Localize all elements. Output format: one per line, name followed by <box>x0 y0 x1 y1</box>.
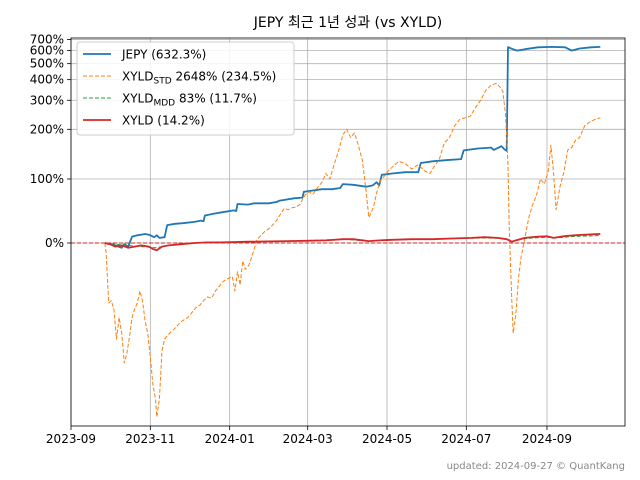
y-tick-label: 100% <box>30 172 64 186</box>
legend-label-3: XYLD (14.2%) <box>122 114 205 128</box>
update-footer: updated: 2024-09-27 © QuantKang <box>446 461 625 472</box>
y-tick-label: 200% <box>30 122 64 136</box>
x-tick-label: 2024-07 <box>441 432 491 446</box>
x-tick-label: 2024-09 <box>522 432 572 446</box>
legend-label-1: XYLDSTD 2648% (234.5%) <box>122 70 276 87</box>
legend-label-2: XYLDMDD 83% (11.7%) <box>122 92 257 109</box>
x-tick-label: 2024-03 <box>283 432 333 446</box>
y-tick-label: 400% <box>30 73 64 87</box>
series-line-0 <box>104 46 601 249</box>
y-tick-label: 300% <box>30 93 64 107</box>
x-tick-label: 2024-01 <box>205 432 255 446</box>
x-tick-label: 2024-05 <box>362 432 412 446</box>
chart-title: JEPY 최근 1년 성과 (vs XYLD) <box>253 15 442 31</box>
x-tick-label: 2023-09 <box>46 432 96 446</box>
series-lines <box>104 46 601 418</box>
axis-ticks: 2023-09 2023-11 2024-01 2024-03 2024-05 2024-… <box>30 33 572 446</box>
plot-area-frame <box>70 37 626 427</box>
legend: JEPY (632.3%) XYLDSTD 2648% (234.5%) XYLDM… <box>76 41 295 136</box>
legend-label-0: JEPY (632.3%) <box>121 48 206 62</box>
y-tick-label: 600% <box>30 44 64 58</box>
series-line-3 <box>104 233 601 252</box>
y-tick-label: 500% <box>30 57 64 71</box>
y-tick-label: 700% <box>30 33 64 47</box>
series-line-1 <box>104 82 601 418</box>
x-tick-label: 2023-11 <box>125 432 175 446</box>
y-tick-label: 0% <box>45 236 64 250</box>
legend-box <box>76 41 295 136</box>
